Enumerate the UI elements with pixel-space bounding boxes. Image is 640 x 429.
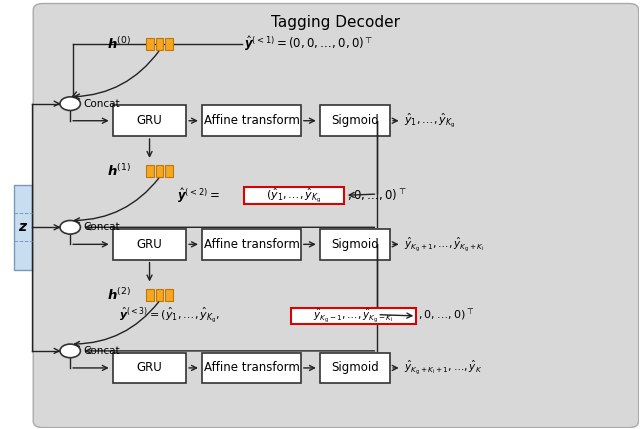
Text: Concat: Concat bbox=[84, 222, 120, 232]
FancyBboxPatch shape bbox=[113, 106, 186, 136]
Text: Concat: Concat bbox=[84, 346, 120, 356]
FancyBboxPatch shape bbox=[202, 229, 301, 260]
FancyBboxPatch shape bbox=[320, 353, 390, 383]
Text: Tagging Decoder: Tagging Decoder bbox=[271, 15, 401, 30]
Circle shape bbox=[60, 221, 81, 234]
Text: $\hat{y}_{K_\mathrm{g}+1}, \ldots, \hat{y}_{K_\mathrm{g}+K_\mathrm{i}}$: $\hat{y}_{K_\mathrm{g}+1}, \ldots, \hat{… bbox=[404, 235, 484, 254]
Bar bbox=[156, 38, 163, 50]
FancyBboxPatch shape bbox=[33, 3, 639, 428]
FancyBboxPatch shape bbox=[320, 229, 390, 260]
FancyBboxPatch shape bbox=[113, 229, 186, 260]
FancyBboxPatch shape bbox=[113, 353, 186, 383]
FancyBboxPatch shape bbox=[202, 106, 301, 136]
FancyBboxPatch shape bbox=[202, 353, 301, 383]
Text: Affine transform: Affine transform bbox=[204, 114, 300, 127]
Text: $\hat{\boldsymbol{y}}^{(<2)} =$: $\hat{\boldsymbol{y}}^{(<2)} =$ bbox=[177, 186, 220, 205]
Bar bbox=[14, 184, 32, 270]
Text: GRU: GRU bbox=[137, 362, 163, 375]
Bar bbox=[146, 165, 154, 177]
Text: $\hat{y}_{K_\mathrm{g}+K_\mathrm{i}+1}, \ldots, \hat{y}_K$: $\hat{y}_{K_\mathrm{g}+K_\mathrm{i}+1}, … bbox=[404, 359, 483, 377]
Text: $\hat{\boldsymbol{y}}^{(<1)} = (0, 0, \ldots, 0, 0)^\top$: $\hat{\boldsymbol{y}}^{(<1)} = (0, 0, \l… bbox=[244, 34, 373, 54]
Text: $\boldsymbol{z}$: $\boldsymbol{z}$ bbox=[18, 220, 28, 234]
Bar bbox=[165, 38, 173, 50]
Text: $\hat{y}_1, \ldots, \hat{y}_{K_\mathrm{g}}$: $\hat{y}_1, \ldots, \hat{y}_{K_\mathrm{g… bbox=[404, 112, 456, 130]
Text: $, 0, \ldots, 0)^\top$: $, 0, \ldots, 0)^\top$ bbox=[347, 187, 406, 203]
FancyBboxPatch shape bbox=[320, 106, 390, 136]
Bar bbox=[165, 165, 173, 177]
Circle shape bbox=[60, 344, 81, 358]
Text: Sigmoid: Sigmoid bbox=[331, 362, 379, 375]
Text: $\boldsymbol{h}^{(1)}$: $\boldsymbol{h}^{(1)}$ bbox=[106, 163, 131, 179]
Bar bbox=[165, 289, 173, 301]
Text: $(\hat{y}_1, \ldots, \hat{y}_{K_\mathrm{g}}$: $(\hat{y}_1, \ldots, \hat{y}_{K_\mathrm{… bbox=[266, 186, 322, 205]
Bar bbox=[146, 289, 154, 301]
Text: Sigmoid: Sigmoid bbox=[331, 238, 379, 251]
Text: Affine transform: Affine transform bbox=[204, 362, 300, 375]
Text: Sigmoid: Sigmoid bbox=[331, 114, 379, 127]
Text: $\hat{y}_{K_\mathrm{g}-1}, \ldots, \hat{y}_{K_\mathrm{g}-K_\mathrm{i}}$: $\hat{y}_{K_\mathrm{g}-1}, \ldots, \hat{… bbox=[313, 307, 394, 325]
Text: GRU: GRU bbox=[137, 114, 163, 127]
Circle shape bbox=[60, 97, 81, 111]
Bar bbox=[156, 289, 163, 301]
Text: $\hat{\boldsymbol{y}}^{(<3)} = (\hat{y}_1, \ldots, \hat{y}_{K_\mathrm{g}},$: $\hat{\boldsymbol{y}}^{(<3)} = (\hat{y}_… bbox=[119, 306, 220, 326]
Text: $\boldsymbol{h}^{(2)}$: $\boldsymbol{h}^{(2)}$ bbox=[106, 287, 131, 302]
Text: Affine transform: Affine transform bbox=[204, 238, 300, 251]
Bar bbox=[146, 38, 154, 50]
FancyBboxPatch shape bbox=[291, 308, 415, 324]
FancyBboxPatch shape bbox=[244, 187, 344, 204]
Text: Concat: Concat bbox=[84, 99, 120, 109]
Bar bbox=[156, 165, 163, 177]
Text: $\boldsymbol{h}^{(0)}$: $\boldsymbol{h}^{(0)}$ bbox=[106, 36, 131, 52]
Text: $, 0, \ldots, 0)^\top$: $, 0, \ldots, 0)^\top$ bbox=[418, 308, 474, 323]
Text: GRU: GRU bbox=[137, 238, 163, 251]
